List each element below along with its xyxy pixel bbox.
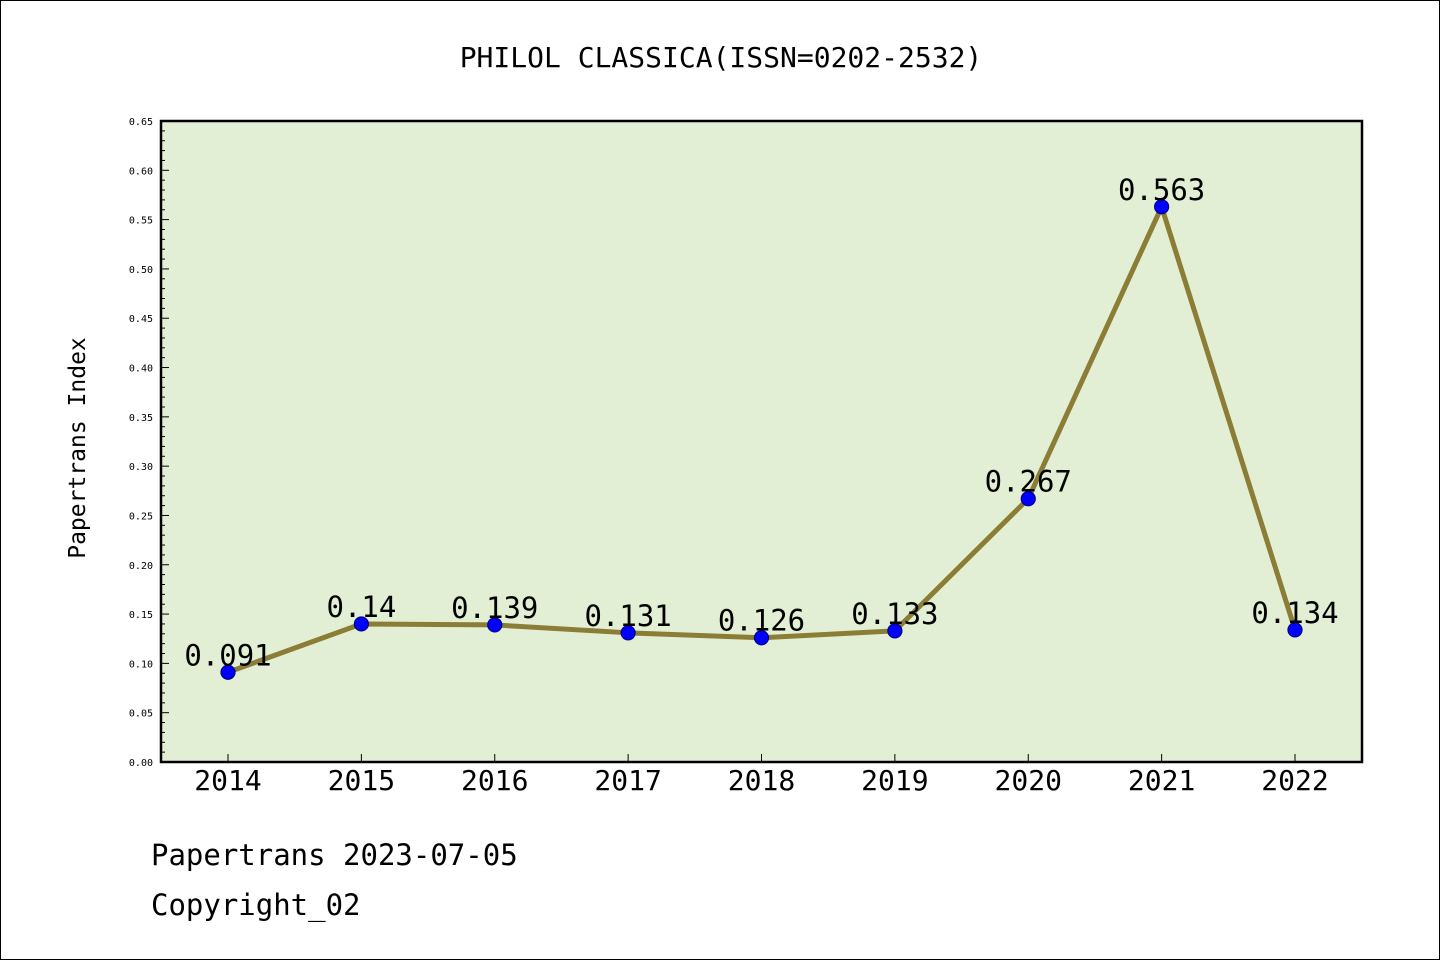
data-point <box>753 630 770 646</box>
y-tick-label: 0.10 <box>129 659 153 670</box>
data-point <box>1020 491 1036 507</box>
data-labels: 0.091 0.14 0.139 0.131 0.126 0.133 0.267 0.563 0… <box>184 173 1338 672</box>
data-label: 0.14 <box>326 590 396 624</box>
x-tick-label: 2019 <box>861 764 928 797</box>
x-tick-label: 2016 <box>461 764 528 797</box>
y-tick-label: 0.45 <box>129 314 153 325</box>
y-axis-label: Papertrans Index <box>65 337 91 559</box>
x-tick-label: 2020 <box>995 764 1062 797</box>
footer-date: Papertrans 2023-07-05 <box>151 838 518 872</box>
y-tick-label: 0.60 <box>129 166 153 177</box>
y-tick-label: 0.05 <box>129 709 153 720</box>
data-label: 0.134 <box>1251 596 1338 630</box>
x-tick-label: 2021 <box>1128 764 1195 797</box>
data-label: 0.267 <box>985 465 1072 499</box>
data-label: 0.131 <box>584 599 671 633</box>
data-point <box>220 664 236 680</box>
x-tick-label: 2022 <box>1261 764 1328 797</box>
plot-area <box>161 121 1362 762</box>
y-tick-label: 0.25 <box>129 511 153 522</box>
x-tick-label: 2014 <box>194 764 261 797</box>
y-tick-label: 0.15 <box>129 610 153 621</box>
y-axis-ticks: 0.00 0.05 0.10 0.15 0.20 0.25 0.30 0.35 0.40 0.45… <box>129 117 169 769</box>
chart-title: PHILOL CLASSICA(ISSN=0202-2532) <box>460 41 983 74</box>
x-tick-label: 2017 <box>594 764 661 797</box>
y-tick-label: 0.00 <box>129 758 153 769</box>
data-label: 0.139 <box>451 591 538 625</box>
x-axis-ticks: 2014 2015 2016 2017 2018 2019 2020 2021 2022 <box>194 754 1329 797</box>
x-tick-label: 2018 <box>728 764 795 797</box>
data-label: 0.563 <box>1118 173 1205 207</box>
data-point <box>620 625 636 641</box>
y-tick-label: 0.30 <box>129 462 153 473</box>
plot-border <box>159 119 1364 764</box>
y-tick-label: 0.40 <box>129 364 153 375</box>
data-point <box>487 617 503 633</box>
data-point <box>1154 199 1170 215</box>
data-point <box>887 623 903 639</box>
footer-copyright: Copyright_02 <box>151 888 361 923</box>
y-tick-label: 0.35 <box>129 413 153 424</box>
y-tick-label: 0.65 <box>129 117 153 128</box>
y-tick-label: 0.55 <box>129 216 153 227</box>
data-markers <box>220 199 1303 680</box>
data-label: 0.091 <box>184 638 271 672</box>
y-tick-label: 0.20 <box>129 561 153 572</box>
data-label: 0.126 <box>718 604 805 638</box>
y-tick-label: 0.50 <box>129 265 153 276</box>
data-point <box>353 616 369 632</box>
data-point <box>1287 622 1303 638</box>
x-tick-label: 2015 <box>328 764 395 797</box>
data-label: 0.133 <box>851 597 938 631</box>
